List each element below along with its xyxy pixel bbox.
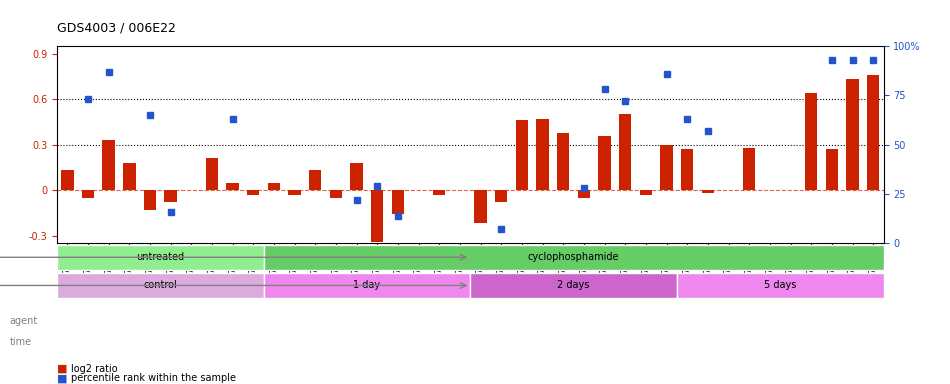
Text: log2 ratio: log2 ratio	[71, 364, 118, 374]
Bar	[61, 170, 73, 190]
Bar	[598, 136, 611, 190]
Bar	[619, 114, 632, 190]
FancyBboxPatch shape	[470, 273, 677, 298]
Bar	[309, 170, 321, 190]
Text: percentile rank within the sample: percentile rank within the sample	[71, 373, 237, 383]
Bar	[247, 190, 259, 195]
Bar	[226, 182, 238, 190]
Bar	[82, 190, 94, 198]
Bar	[537, 119, 549, 190]
Text: control: control	[143, 280, 178, 290]
Text: 1 day: 1 day	[353, 280, 381, 290]
Bar	[867, 75, 880, 190]
Bar	[578, 190, 590, 198]
Bar	[702, 190, 714, 193]
Bar	[206, 158, 219, 190]
Text: ■: ■	[57, 373, 67, 383]
Bar	[124, 163, 136, 190]
Bar	[391, 190, 404, 214]
Bar	[681, 149, 694, 190]
Bar	[495, 190, 507, 202]
Bar	[805, 93, 817, 190]
Bar	[516, 120, 528, 190]
Bar	[351, 163, 363, 190]
Bar	[164, 190, 177, 202]
Bar	[433, 190, 446, 195]
FancyBboxPatch shape	[57, 245, 264, 270]
Bar	[660, 145, 673, 190]
Bar	[846, 79, 859, 190]
Bar	[103, 140, 115, 190]
Bar	[289, 190, 301, 195]
FancyBboxPatch shape	[264, 273, 470, 298]
Text: GDS4003 / 006E22: GDS4003 / 006E22	[57, 22, 176, 35]
Text: time: time	[10, 337, 31, 347]
Text: ■: ■	[57, 364, 67, 374]
Bar	[743, 148, 755, 190]
FancyBboxPatch shape	[264, 245, 884, 270]
Bar	[143, 190, 156, 210]
Bar	[639, 190, 652, 195]
FancyBboxPatch shape	[57, 273, 264, 298]
Text: untreated: untreated	[136, 252, 184, 262]
Bar	[826, 149, 838, 190]
Bar	[371, 190, 384, 242]
Text: 5 days: 5 days	[764, 280, 796, 290]
Bar	[268, 182, 280, 190]
Text: cyclophosphamide: cyclophosphamide	[528, 252, 619, 262]
Text: 2 days: 2 days	[558, 280, 590, 290]
Text: agent: agent	[10, 316, 38, 326]
Bar	[474, 190, 486, 223]
FancyBboxPatch shape	[677, 273, 884, 298]
Bar	[557, 132, 569, 190]
Bar	[330, 190, 342, 198]
